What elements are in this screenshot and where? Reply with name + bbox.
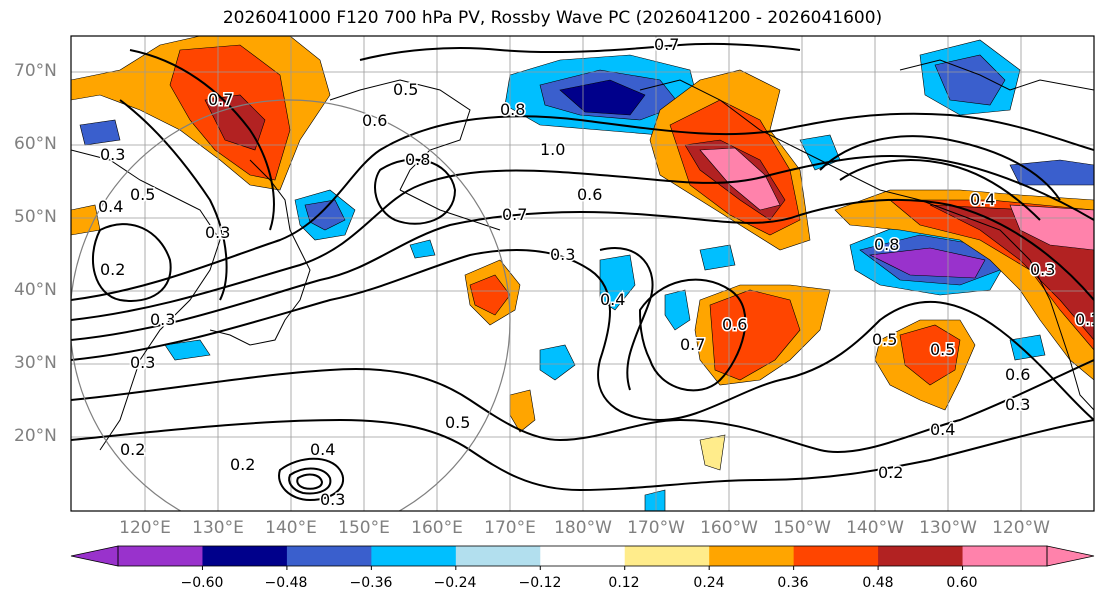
lon-label-140e: 140°E <box>265 518 317 538</box>
colorbar-frame <box>117 545 1048 567</box>
colorbar-tick-label: −0.36 <box>349 575 393 591</box>
colorbar-tick-label: 0.36 <box>777 575 809 591</box>
colorbar-segment <box>540 546 626 566</box>
contour-label: 0.3 <box>130 353 155 372</box>
contour-label: 0.8 <box>874 235 899 254</box>
contour-label: 0.6 <box>362 111 387 130</box>
lat-label-70: 70°N <box>14 61 57 81</box>
contour-label: 0.7 <box>654 35 679 54</box>
contour-label: 0.5 <box>445 413 470 432</box>
contour-label: 0.2 <box>230 455 255 474</box>
range-ring <box>71 99 511 511</box>
colorbar-segment <box>878 546 964 566</box>
colorbar-segment <box>624 546 710 566</box>
lon-label-170e: 170°E <box>484 518 536 538</box>
contour-label: 0.3 <box>320 490 345 509</box>
contour-label: 0.5 <box>130 185 155 204</box>
contour-label: 0.7 <box>680 335 705 354</box>
contour-label: 0.7 <box>208 90 233 109</box>
colorbar-tick-label: −0.12 <box>518 575 562 591</box>
lat-label-60: 60°N <box>14 134 57 154</box>
pv-anomaly-shading <box>71 36 1094 511</box>
contour-label: 0.3 <box>1030 260 1055 279</box>
pv-contours <box>71 42 1094 502</box>
lon-label-120e: 120°E <box>119 518 171 538</box>
contour-label: 0.2 <box>120 440 145 459</box>
lon-label-150w: 150°W <box>773 518 831 538</box>
lon-label-150e: 150°E <box>338 518 390 538</box>
contour-label: 0.3 <box>1005 395 1030 414</box>
colorbar-segment <box>371 546 457 566</box>
contour-label: 0.3 <box>205 223 230 242</box>
colorbar <box>70 545 1095 570</box>
lon-label-160w: 160°W <box>700 518 758 538</box>
contour-label: 0.6 <box>1005 365 1030 384</box>
colorbar-tick-label: −0.60 <box>180 575 224 591</box>
contour-label: 0.8 <box>405 150 430 169</box>
contour-label: 0.2 <box>100 260 125 279</box>
colorbar-segment <box>962 546 1048 566</box>
lat-label-20: 20°N <box>14 426 57 446</box>
colorbar-tick-label: 0.60 <box>946 575 978 591</box>
lon-label-180w: 180°W <box>554 518 612 538</box>
colorbar-segment <box>793 546 879 566</box>
colorbar-tick-label: 0.48 <box>862 575 894 591</box>
colorbar-segment <box>455 546 541 566</box>
contour-label: 0.6 <box>577 185 602 204</box>
lon-label-160e: 160°E <box>411 518 463 538</box>
contour-label: 0.5 <box>872 330 897 349</box>
lon-label-130e: 130°E <box>192 518 244 538</box>
colorbar-tick-label: −0.48 <box>264 575 308 591</box>
contour-label: 1.0 <box>540 140 565 159</box>
contour-label: 0.1 <box>1075 310 1100 329</box>
lat-label-40: 40°N <box>14 280 57 300</box>
map-plot-area: 0.7 0.7 0.5 0.6 0.8 1.0 0.6 0.7 0.8 0.3 0.4 0.5 0.3 0… <box>71 35 1100 511</box>
lat-label-30: 30°N <box>14 353 57 373</box>
lon-label-170w: 170°W <box>627 518 685 538</box>
contour-labels: 0.7 0.7 0.5 0.6 0.8 1.0 0.6 0.7 0.8 0.3 0.4 0.5 0.3 0… <box>97 35 1100 511</box>
lon-label-130w: 130°W <box>919 518 977 538</box>
contour-label: 0.3 <box>150 310 175 329</box>
colorbar-extend-min <box>70 545 119 567</box>
lat-label-50: 50°N <box>14 207 57 227</box>
plot-frame <box>70 35 1095 512</box>
contour-label: 0.5 <box>393 80 418 99</box>
contour-label: 0.8 <box>500 100 525 119</box>
colorbar-segment <box>286 546 372 566</box>
contour-label: 0.2 <box>878 463 903 482</box>
lon-label-120w: 120°W <box>992 518 1050 538</box>
map-title: 2026041000 F120 700 hPa PV, Rossby Wave … <box>222 8 883 28</box>
contour-label: 0.4 <box>970 190 995 209</box>
colorbar-extend-max <box>1046 545 1095 567</box>
contour-label: 0.7 <box>502 205 527 224</box>
colorbar-segment <box>118 546 203 566</box>
colorbar-segment <box>709 546 795 566</box>
contour-label: 0.4 <box>600 290 625 309</box>
contour-label: 0.5 <box>930 340 955 359</box>
contour-label: 0.4 <box>98 197 123 216</box>
lon-label-140w: 140°W <box>846 518 904 538</box>
coastlines <box>71 59 1094 451</box>
colorbar-tick-label: −0.24 <box>433 575 477 591</box>
contour-label: 0.3 <box>550 245 575 264</box>
colorbar-segment <box>202 546 288 566</box>
colorbar-tick-label: 0.24 <box>693 575 725 591</box>
contour-label: 0.6 <box>722 315 747 334</box>
contour-label: 0.3 <box>100 145 125 164</box>
colorbar-tick-label: 0.12 <box>608 575 640 591</box>
contour-label: 0.4 <box>310 440 335 459</box>
contour-label: 0.4 <box>930 420 955 439</box>
